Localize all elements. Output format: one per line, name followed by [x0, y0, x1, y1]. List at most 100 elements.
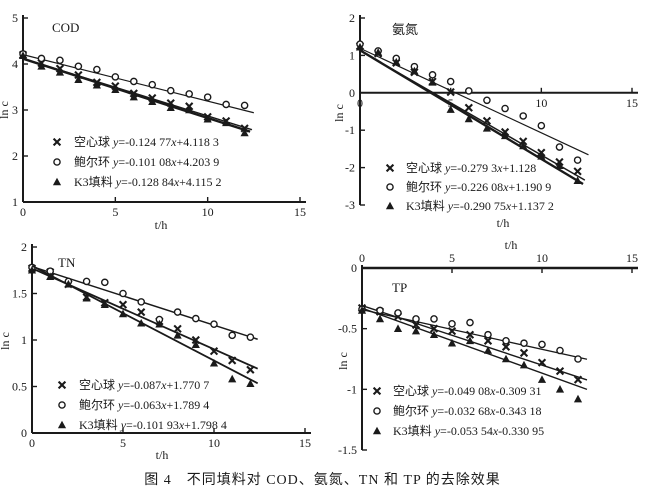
x-tick-label: 5 [449, 251, 455, 265]
triangle-marker-icon [148, 97, 157, 106]
x-marker-icon [173, 324, 182, 333]
triangle-marker-icon [74, 75, 83, 83]
triangle-marker-icon [129, 92, 138, 101]
x-marker-icon [191, 335, 200, 345]
circle-marker-icon [173, 308, 182, 316]
x-marker-icon [501, 342, 511, 352]
fit-line [31, 264, 259, 385]
legend-item: 空心球 y=-0.087x+1.770 7 [57, 378, 209, 392]
legend-item: K3填料 y=-0.053 54x-0.330 95 [372, 424, 544, 438]
circle-marker-icon [466, 318, 474, 327]
triangle-marker-icon [166, 103, 175, 111]
legend-label: 空心球 y=-0.049 08x-0.309 31 [393, 384, 541, 398]
circle-marker-icon [537, 121, 546, 130]
y-tick-label: 1.5 [12, 287, 27, 301]
y-tick-label: -1 [347, 382, 357, 396]
x-marker-icon [537, 358, 547, 367]
circle-marker-icon [129, 77, 138, 86]
triangle-marker-icon [464, 114, 473, 123]
x-marker-icon [555, 366, 565, 376]
x-tick-label: 0 [29, 436, 35, 450]
y-tick-label: -2 [345, 161, 355, 175]
circle-marker-icon [137, 298, 145, 306]
legend-label: K3填料 y=-0.128 84x+4.115 2 [74, 175, 221, 189]
x-tick-label: 10 [536, 251, 548, 265]
circle-marker-icon [111, 73, 120, 81]
circle-marker-icon [191, 314, 200, 323]
y-tick-label: -0.5 [338, 322, 357, 336]
triangle-marker-icon [27, 265, 37, 274]
triangle-marker-icon [137, 318, 146, 327]
triangle-marker-icon [501, 354, 511, 363]
x-marker-icon [385, 163, 395, 173]
circle-marker-icon [37, 54, 46, 63]
circle-marker-icon [228, 331, 236, 340]
y-tick-label: 2 [349, 11, 355, 25]
y-axis-label: ln c [0, 332, 12, 350]
circle-marker-icon [394, 309, 402, 317]
circle-marker-icon [430, 315, 438, 323]
triangle-marker-icon [92, 80, 101, 89]
triangle-marker-icon [222, 118, 231, 127]
triangle-marker-icon [46, 272, 55, 281]
triangle-marker-icon [500, 131, 510, 140]
triangle-marker-icon [385, 201, 395, 210]
triangle-marker-icon [240, 128, 249, 137]
triangle-marker-icon [429, 330, 439, 339]
fit-line [361, 307, 588, 391]
chart-title: 氨氮 [392, 22, 418, 37]
triangle-marker-icon [465, 336, 475, 345]
series-triangle [27, 264, 259, 388]
legend-item: 鲍尔环 y=-0.101 08x+4.203 9 [53, 154, 219, 169]
x-tick-label: 0 [357, 96, 363, 110]
x-marker-icon [137, 307, 146, 317]
triangle-marker-icon [100, 300, 109, 308]
x-marker-icon [519, 348, 529, 358]
triangle-marker-icon [55, 67, 65, 76]
circle-marker-icon [573, 156, 582, 164]
y-tick-label: 1 [12, 195, 18, 209]
legend-item: K3填料 y=-0.101 93x+1.798 4 [57, 418, 227, 432]
circle-marker-icon [246, 333, 255, 342]
circle-marker-icon [203, 93, 212, 101]
y-axis-label: ln c [0, 101, 11, 119]
x-marker-icon [573, 167, 582, 176]
legend-label: 鲍尔环 y=-0.063x+1.789 4 [79, 397, 209, 412]
y-tick-label: -3 [345, 198, 355, 212]
triangle-marker-icon [573, 394, 583, 403]
circle-marker-icon [148, 80, 157, 89]
circle-marker-icon [428, 71, 437, 79]
x-tick-label: 0 [20, 205, 26, 219]
circle-marker-icon [538, 340, 546, 349]
legend-label: 空心球 y=-0.124 77x+4.118 3 [74, 135, 219, 149]
y-axis-label: ln c [332, 104, 346, 122]
triangle-marker-icon [519, 360, 529, 369]
x-tick-label: 15 [626, 251, 638, 265]
triangle-marker-icon [37, 62, 46, 70]
circle-marker-icon [555, 143, 564, 151]
circle-marker-icon [502, 336, 510, 345]
y-tick-label: 2 [12, 149, 18, 163]
triangle-marker-icon [118, 309, 128, 318]
series-circle [356, 40, 589, 164]
fit-line [359, 47, 589, 156]
x-tick-label: 10 [208, 436, 220, 450]
triangle-marker-icon [555, 385, 565, 393]
circle-marker-icon [519, 112, 528, 120]
triangle-marker-icon [375, 314, 385, 323]
y-tick-label: 0 [351, 261, 357, 275]
legend-label: 鲍尔环 y=-0.032 68x-0.343 18 [393, 403, 541, 418]
triangle-marker-icon [185, 105, 194, 114]
triangle-marker-icon [228, 374, 237, 383]
circle-marker-icon [446, 77, 455, 86]
triangle-marker-icon [57, 420, 67, 429]
legend-item: 空心球 y=-0.279 3x+1.128 [385, 161, 536, 175]
series-triangle [357, 306, 588, 403]
circle-marker-icon [119, 289, 127, 298]
circle-marker-icon [520, 339, 528, 348]
triangle-marker-icon [18, 51, 28, 60]
chart-tp: 0 5 10 15 0 -0.5 -1 -1.5 TP t/h ln c 空心球 y=-0.049 0… [336, 238, 638, 457]
triangle-marker-icon [357, 306, 367, 314]
